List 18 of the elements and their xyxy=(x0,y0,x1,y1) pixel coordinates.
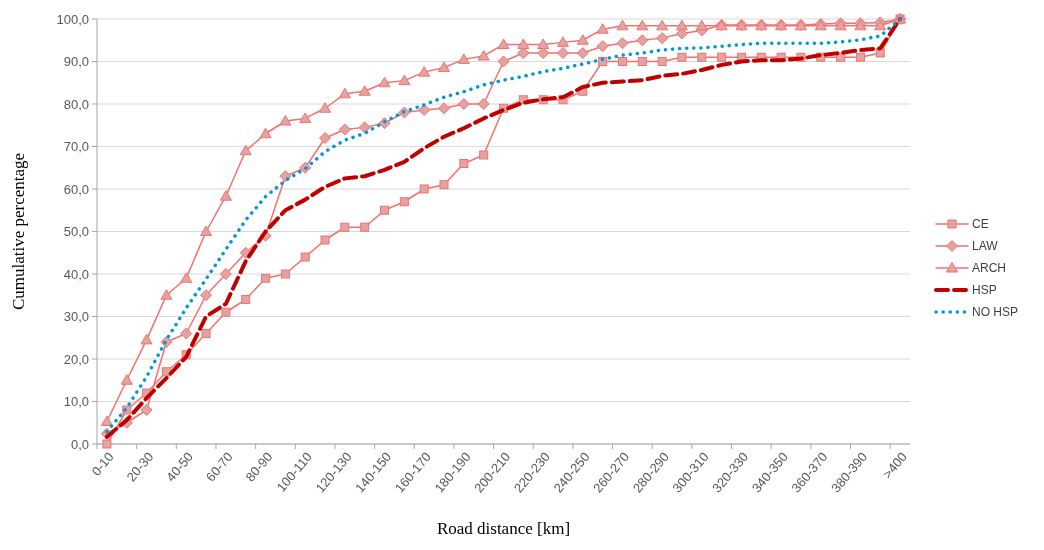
legend-label: NO HSP xyxy=(972,305,1019,320)
y-tick-label: 50,0 xyxy=(63,224,89,240)
y-tick-label: 40,0 xyxy=(63,266,89,282)
y-tick-label: 30,0 xyxy=(63,309,89,325)
y-tick-label: 60,0 xyxy=(63,181,89,197)
y-tick-label: 90,0 xyxy=(63,54,89,70)
x-axis-title: Road distance [km] xyxy=(436,519,571,538)
y-axis-title: Cumulative percentage xyxy=(9,152,28,311)
y-tick-label: 0,0 xyxy=(70,436,89,452)
y-tick-label: 20,0 xyxy=(63,351,89,367)
legend-label: ARCH xyxy=(972,261,1007,276)
legend-label: HSP xyxy=(972,283,997,298)
y-tick-label: 80,0 xyxy=(63,96,89,112)
y-tick-label: 70,0 xyxy=(63,139,89,155)
y-tick-label: 10,0 xyxy=(63,394,89,410)
y-tick-label: 100,0 xyxy=(56,11,89,27)
legend-label: CE xyxy=(972,217,989,232)
legend-label: LAW xyxy=(972,239,999,254)
